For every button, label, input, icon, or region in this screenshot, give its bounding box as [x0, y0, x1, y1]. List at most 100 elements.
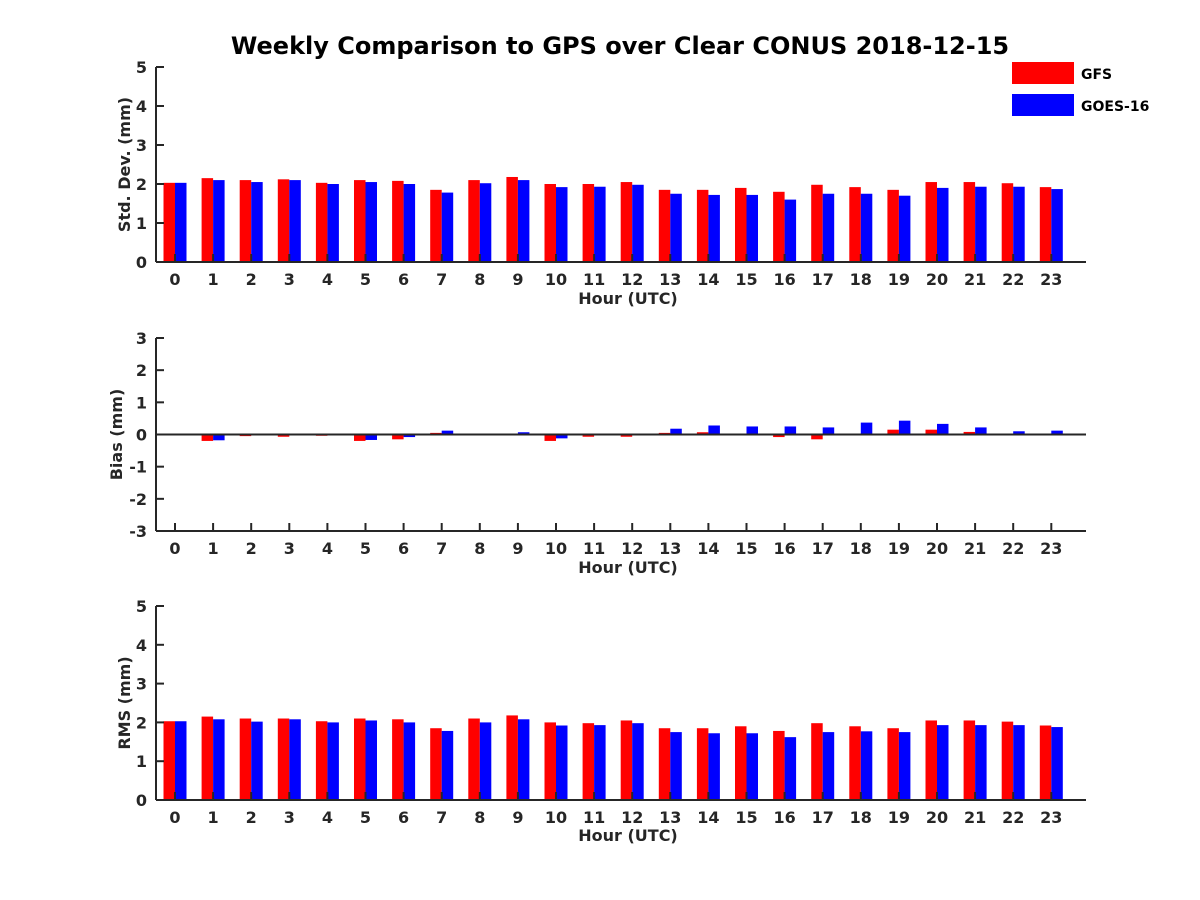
y-tick-label: 0	[136, 253, 147, 272]
x-tick-label: 12	[621, 270, 643, 289]
x-tick-label: 18	[850, 808, 872, 827]
y-tick-label: 4	[136, 636, 147, 655]
bar-gfs-hour-15	[735, 726, 747, 800]
x-tick-label: 20	[926, 808, 948, 827]
bar-gfs-hour-6	[392, 719, 404, 800]
x-tick-label: 22	[1002, 539, 1024, 558]
bar-goes16-hour-9	[517, 180, 530, 262]
x-tick-label: 10	[545, 539, 567, 558]
x-tick-label: 21	[964, 808, 986, 827]
x-tick-label: 7	[436, 270, 447, 289]
bar-gfs-hour-8	[468, 180, 480, 262]
x-tick-label: 23	[1040, 539, 1062, 558]
bar-gfs-hour-11	[582, 723, 595, 800]
bar-gfs-hour-12	[620, 182, 633, 262]
chart-title: Weekly Comparison to GPS over Clear CONU…	[231, 32, 1009, 60]
bar-gfs-hour-4	[315, 721, 328, 800]
bar-gfs-hour-5	[354, 434, 366, 441]
bar-goes16-hour-13	[670, 732, 682, 800]
bar-goes16-hour-3	[289, 180, 301, 262]
bar-goes16-hour-20	[937, 187, 949, 262]
x-tick-label: 8	[474, 808, 485, 827]
x-tick-label: 9	[512, 270, 523, 289]
bar-goes16-hour-17	[822, 732, 835, 800]
bar-goes16-hour-6	[403, 184, 416, 262]
y-tick-label: 1	[136, 393, 147, 412]
bar-gfs-hour-13	[658, 728, 671, 800]
x-tick-label: 14	[697, 539, 719, 558]
x-tick-label: 13	[659, 539, 681, 558]
bar-goes16-hour-17	[822, 193, 835, 262]
bar-goes16-hour-5	[365, 182, 377, 262]
bar-goes16-hour-9	[517, 719, 530, 800]
bar-gfs-hour-1	[201, 716, 214, 800]
x-tick-label: 21	[964, 539, 986, 558]
bar-gfs-hour-12	[620, 720, 633, 800]
bar-goes16-hour-17	[822, 427, 835, 435]
bar-gfs-hour-5	[354, 718, 366, 800]
bar-goes16-hour-13	[670, 193, 682, 262]
x-tick-label: 1	[208, 270, 219, 289]
bar-goes16-hour-15	[746, 733, 758, 800]
bar-gfs-hour-7	[430, 728, 442, 800]
bar-gfs-hour-14	[696, 189, 709, 262]
bar-gfs-hour-14	[696, 728, 709, 800]
bar-goes16-hour-1	[213, 434, 225, 441]
x-tick-label: 20	[926, 270, 948, 289]
bar-gfs-hour-3	[277, 179, 290, 262]
x-tick-label: 2	[246, 270, 257, 289]
x-tick-label: 4	[322, 808, 333, 827]
bar-goes16-hour-18	[860, 193, 873, 262]
bar-goes16-hour-14	[708, 194, 720, 262]
bar-gfs-hour-20	[925, 182, 937, 262]
bar-goes16-hour-0	[175, 721, 187, 800]
bar-goes16-hour-11	[594, 186, 606, 262]
bar-gfs-hour-23	[1039, 725, 1052, 800]
y-tick-label: 2	[136, 713, 147, 732]
bar-gfs-hour-21	[963, 720, 976, 800]
bar-goes16-hour-2	[251, 721, 263, 800]
bar-gfs-hour-4	[315, 182, 328, 262]
bar-gfs-hour-2	[239, 718, 252, 800]
bar-gfs-hour-20	[925, 429, 937, 435]
x-tick-label: 23	[1040, 808, 1062, 827]
bar-goes16-hour-1	[213, 719, 225, 800]
x-tick-label: 5	[360, 539, 371, 558]
bar-gfs-hour-3	[277, 718, 290, 800]
x-axis-label: Hour (UTC)	[578, 826, 678, 845]
bar-gfs-hour-3	[277, 434, 290, 437]
x-tick-label: 1	[208, 539, 219, 558]
bar-goes16-hour-12	[632, 184, 644, 262]
bar-gfs-hour-11	[582, 184, 595, 262]
x-tick-label: 3	[284, 539, 295, 558]
bar-gfs-hour-1	[201, 434, 214, 441]
bar-goes16-hour-12	[632, 723, 644, 800]
x-tick-label: 15	[735, 270, 757, 289]
bar-goes16-hour-21	[975, 186, 987, 262]
legend: GFS GOES-16	[1012, 62, 1149, 116]
bar-gfs-hour-10	[544, 434, 556, 441]
bar-gfs-hour-17	[811, 434, 823, 440]
x-tick-label: 10	[545, 808, 567, 827]
bar-gfs-hour-16	[773, 191, 785, 262]
x-tick-label: 0	[169, 539, 180, 558]
bar-goes16-hour-2	[251, 182, 263, 262]
bar-goes16-hour-20	[937, 423, 949, 435]
bar-goes16-hour-14	[708, 733, 720, 800]
bar-gfs-hour-22	[1001, 721, 1014, 800]
x-tick-label: 20	[926, 539, 948, 558]
y-tick-label: 0	[136, 791, 147, 810]
y-tick-label: 5	[136, 597, 147, 616]
x-tick-label: 4	[322, 539, 333, 558]
bar-gfs-hour-7	[430, 189, 442, 262]
bar-goes16-hour-8	[479, 183, 492, 262]
bar-goes16-hour-6	[403, 434, 416, 438]
bar-goes16-hour-22	[1013, 186, 1025, 262]
bar-goes16-hour-16	[784, 737, 797, 800]
bar-goes16-hour-3	[289, 719, 301, 800]
bar-goes16-hour-15	[746, 194, 758, 262]
bar-goes16-hour-9	[517, 432, 530, 435]
